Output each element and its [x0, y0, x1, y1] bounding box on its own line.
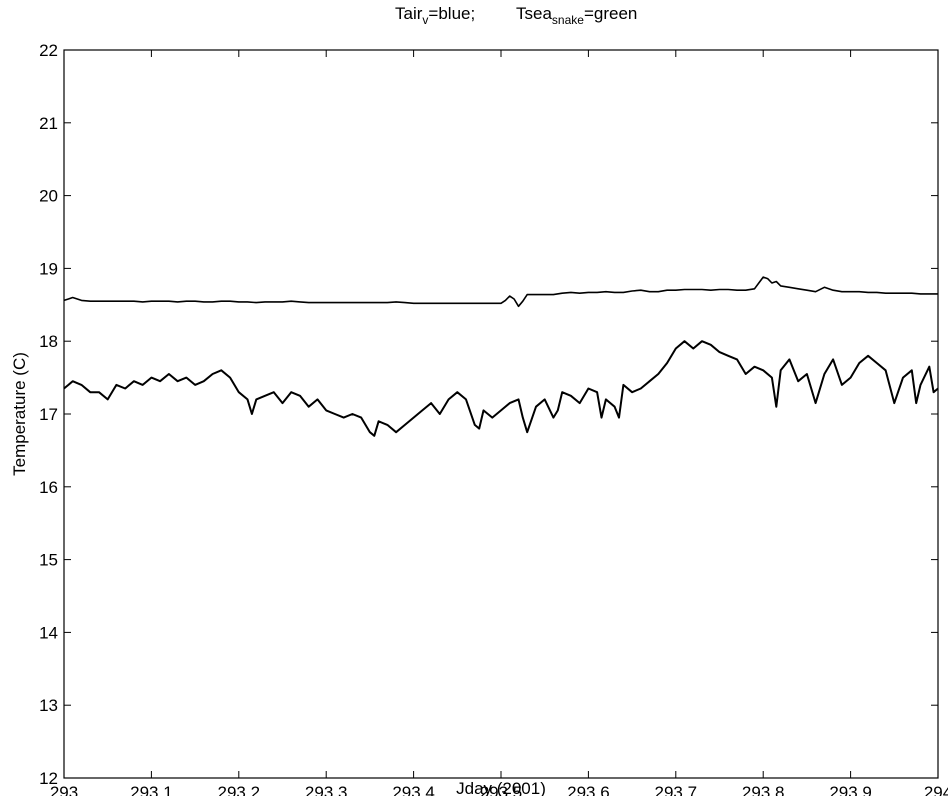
y-tick-label: 18 [39, 332, 58, 351]
y-tick-label: 12 [39, 769, 58, 788]
x-tick-label: 293.5 [480, 783, 523, 796]
x-tick-label: 293.9 [829, 783, 872, 796]
x-tick-label: 293.4 [392, 783, 435, 796]
series-line-tair [63, 340, 939, 437]
x-tick-label: 293.3 [305, 783, 348, 796]
x-tick-label: 293.8 [742, 783, 785, 796]
x-tick-label: 293.1 [130, 783, 173, 796]
y-tick-label: 20 [39, 187, 58, 206]
chart-title: Tairv=blue; Tseasnake=green [395, 4, 637, 27]
title-tsea-rest: =green [584, 4, 637, 23]
y-tick-label: 19 [39, 259, 58, 278]
title-tsea: Tsea [516, 4, 552, 23]
x-axis-label: Jday (2001) [456, 779, 546, 796]
title-tsea-subscript: snake [552, 13, 584, 27]
plot-area-frame [63, 49, 939, 779]
title-tair: Tair [395, 4, 423, 23]
y-tick-label: 22 [39, 41, 58, 60]
x-axis: 293 293.1 293.2 293.3 293.4 293.5 293.6 293.7 29… [50, 50, 948, 796]
y-axis-label: Temperature (C) [10, 352, 29, 476]
title-tair-subscript: v [422, 13, 428, 27]
y-tick-label: 21 [39, 114, 58, 133]
svg-text:Tseasnake=green: Tseasnake=green [516, 4, 637, 27]
y-tick-label: 13 [39, 696, 58, 715]
series-layer [63, 276, 939, 437]
y-axis: 12 13 14 15 16 17 18 19 20 21 22 [39, 41, 938, 788]
y-tick-label: 15 [39, 551, 58, 570]
x-tick-label: 293 [50, 783, 78, 796]
y-tick-label: 14 [39, 623, 58, 642]
x-tick-label: 294 [924, 783, 948, 796]
title-tair-rest: =blue; [428, 4, 475, 23]
x-tick-label: 293.6 [567, 783, 610, 796]
x-tick-label: 293.2 [218, 783, 261, 796]
x-tick-label: 293.7 [655, 783, 698, 796]
svg-text:Tairv=blue;: Tairv=blue; [395, 4, 475, 27]
series-line-tsea [63, 276, 938, 308]
y-tick-label: 17 [39, 405, 58, 424]
y-tick-label: 16 [39, 478, 58, 497]
